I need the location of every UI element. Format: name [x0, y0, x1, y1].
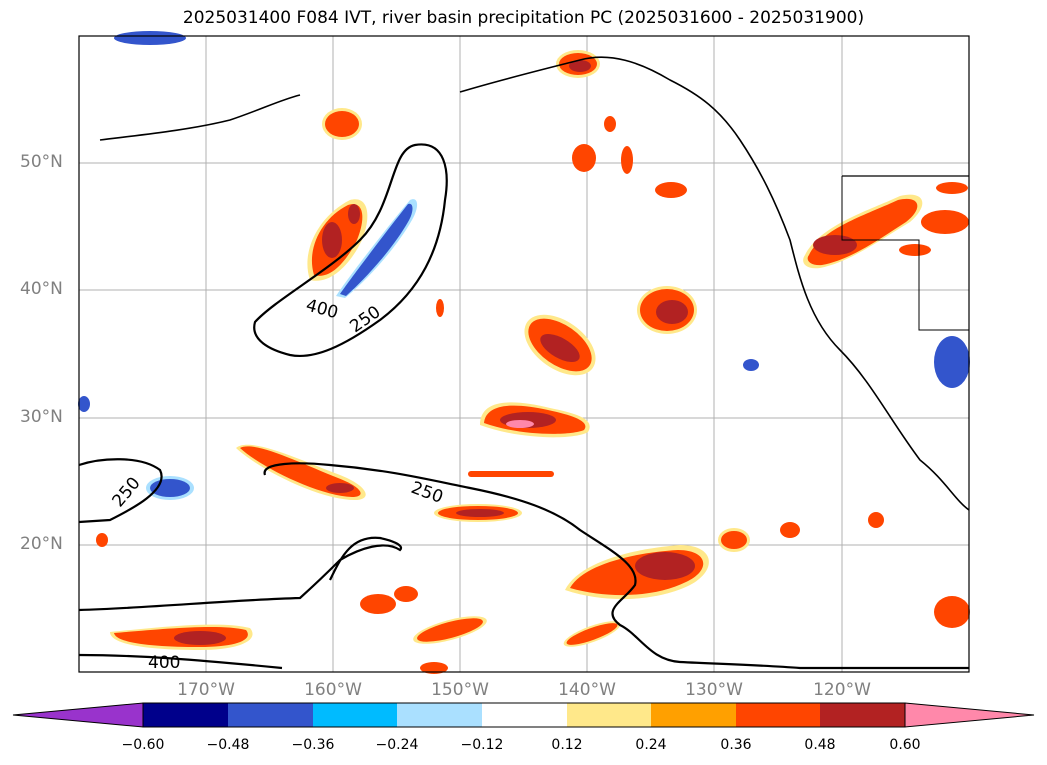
colorbar-tick-label: −0.36 [291, 737, 335, 753]
colorbar-tick-label: −0.12 [460, 737, 504, 753]
state-borders [841, 176, 969, 331]
colorbar-bin [228, 703, 313, 727]
lat-label: 30°N [20, 407, 63, 427]
map-frame [78, 35, 970, 673]
colorbar [12, 702, 1035, 728]
positive-anomaly-regions [96, 50, 970, 674]
lon-label: 130°W [685, 680, 743, 700]
lon-label: 140°W [558, 680, 616, 700]
lon-label: 120°W [813, 680, 871, 700]
colorbar-max-extend [904, 702, 1035, 728]
colorbar-tick-label: −0.48 [206, 737, 250, 753]
contour-250-south [263, 462, 969, 670]
contour-400-south [78, 653, 283, 670]
north-america-coast [459, 56, 970, 511]
contour-250-west [78, 458, 163, 524]
colorbar-tick-label: 0.60 [889, 737, 921, 753]
ivt-contours [78, 143, 969, 670]
lat-label: 20°N [20, 534, 63, 554]
negative-anomaly-regions [78, 31, 970, 500]
colorbar-tick-label: 0.48 [804, 737, 836, 753]
map-background [79, 36, 969, 672]
contour-label: 400 [148, 653, 180, 673]
colorbar-tick-label: −0.60 [121, 737, 165, 753]
map-title: 2025031400 F084 IVT, river basin precipi… [182, 8, 865, 28]
colorbar-tick-label: −0.24 [375, 737, 419, 753]
colorbar-bin [567, 703, 651, 727]
colorbar-bin [736, 703, 820, 727]
contour-400-west [78, 536, 403, 612]
lon-label: 160°W [304, 680, 362, 700]
colorbar-bin [651, 703, 736, 727]
colorbar-tick-label: 0.36 [720, 737, 752, 753]
colorbar-bin [313, 703, 397, 727]
coastlines [99, 56, 970, 511]
colorbar-tick-label: 0.24 [635, 737, 667, 753]
lat-label: 40°N [20, 279, 63, 299]
colorbar-bin [397, 703, 482, 727]
graticule [79, 36, 969, 672]
lat-label: 50°N [20, 152, 63, 172]
alaska-islands [99, 94, 301, 141]
lon-label: 170°W [177, 680, 235, 700]
colorbar-bin [820, 703, 905, 727]
colorbar-min-extend [12, 702, 144, 728]
lon-label: 150°W [431, 680, 489, 700]
colorbar-bin [143, 703, 228, 727]
colorbar-bin [482, 703, 567, 727]
contour-250-north [253, 143, 448, 357]
colorbar-tick-label: 0.12 [551, 737, 583, 753]
